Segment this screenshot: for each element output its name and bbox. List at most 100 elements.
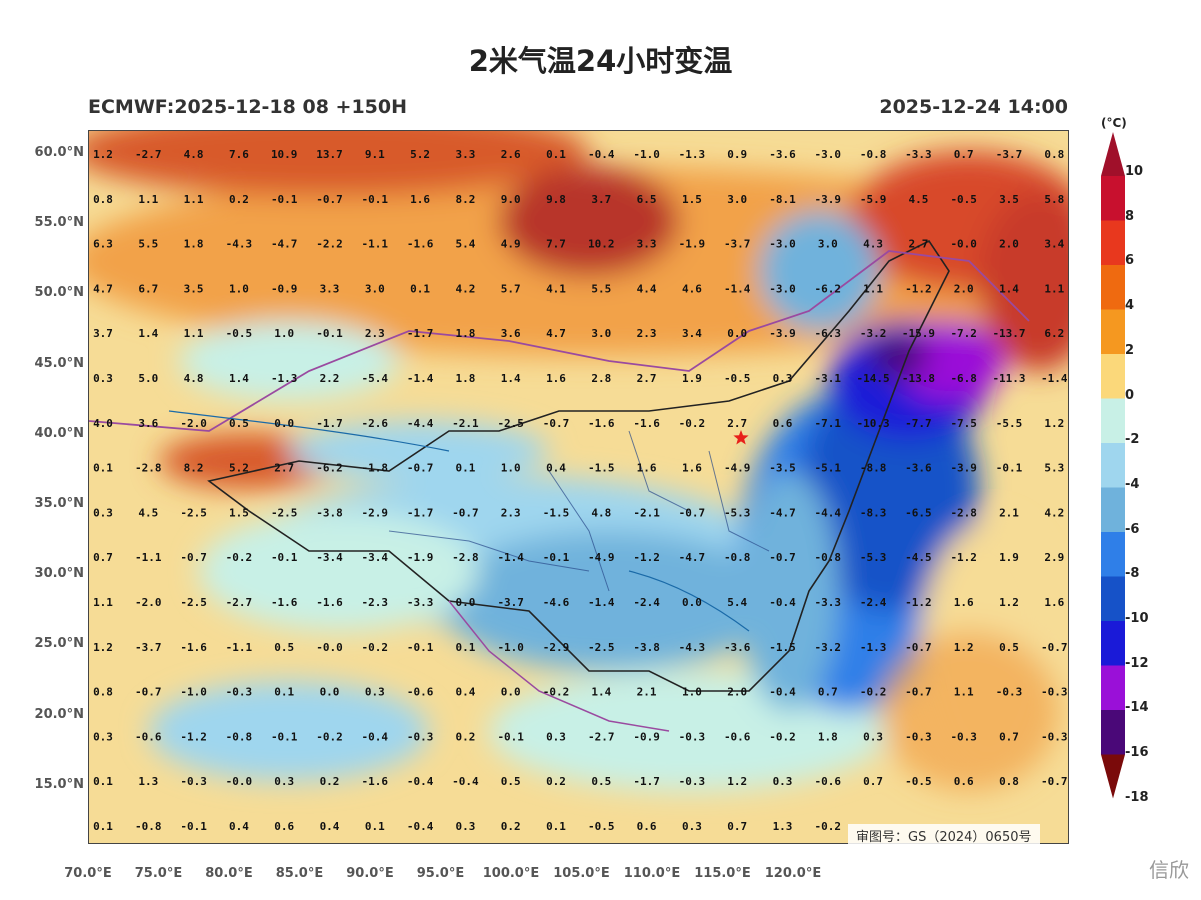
grid-value: -0.7 xyxy=(407,462,434,475)
grid-value: -2.7 xyxy=(226,596,253,609)
grid-value: -0.3 xyxy=(180,775,207,788)
grid-value: -2.1 xyxy=(633,506,660,519)
grid-value: 0.2 xyxy=(546,775,566,788)
grid-value: -1.1 xyxy=(226,641,253,654)
grid-value: -2.8 xyxy=(135,462,162,475)
grid-value: 3.3 xyxy=(320,282,340,295)
grid-value: -1.2 xyxy=(633,551,660,564)
grid-value: 0.3 xyxy=(93,730,113,743)
grid-value: -4.9 xyxy=(724,462,751,475)
grid-value: 0.1 xyxy=(93,775,113,788)
grid-value: -0.3 xyxy=(226,686,253,699)
grid-value: 5.5 xyxy=(591,282,611,295)
grid-value: -0.7 xyxy=(1041,641,1068,654)
grid-value: 0.4 xyxy=(455,686,475,699)
grid-value: -1.5 xyxy=(543,506,570,519)
grid-value: 0.6 xyxy=(954,775,974,788)
grid-value: 0.5 xyxy=(591,775,611,788)
grid-value: -0.8 xyxy=(226,730,253,743)
grid-value: -5.3 xyxy=(724,506,751,519)
latitude-label: 55.0°N xyxy=(34,215,84,231)
longitude-label: 110.0°E xyxy=(623,866,681,881)
grid-value: -7.2 xyxy=(950,327,977,340)
grid-value: 0.3 xyxy=(93,372,113,385)
grid-value: 3.5 xyxy=(999,193,1019,206)
grid-value: 1.2 xyxy=(1044,417,1064,430)
grid-value: -3.9 xyxy=(950,462,977,475)
grid-value: -4.3 xyxy=(679,641,706,654)
grid-value: 3.6 xyxy=(138,417,158,430)
grid-value: 1.3 xyxy=(773,820,793,833)
grid-value: -4.7 xyxy=(271,238,298,251)
grid-value: 5.8 xyxy=(1044,193,1064,206)
grid-value: -3.7 xyxy=(135,641,162,654)
model-run-label: ECMWF:2025-12-18 08 +150H xyxy=(88,96,408,118)
rivers xyxy=(168,410,750,632)
longitude-label: 85.0°E xyxy=(275,866,324,881)
grid-value: -0.4 xyxy=(588,148,615,161)
grid-value: 2.7 xyxy=(727,417,747,430)
grid-value: -1.0 xyxy=(497,641,524,654)
grid-value: -0.8 xyxy=(724,551,751,564)
longitude-label: 120.0°E xyxy=(764,866,822,881)
colorbar-label: -18 xyxy=(1125,789,1149,805)
colorbar-segment xyxy=(1101,443,1125,488)
grid-value: 5.2 xyxy=(410,148,430,161)
grid-value: -3.0 xyxy=(769,282,796,295)
latitude-label: 40.0°N xyxy=(34,425,84,441)
grid-value: -1.5 xyxy=(588,462,615,475)
grid-value: -1.4 xyxy=(1041,372,1068,385)
grid-value: 2.0 xyxy=(727,686,747,699)
grid-value: -7.1 xyxy=(815,417,842,430)
colorbar-label: 10 xyxy=(1125,164,1144,179)
colorbar-label: 0 xyxy=(1125,387,1135,403)
grid-value: 1.1 xyxy=(93,596,113,609)
colorbar-label: -12 xyxy=(1125,655,1149,671)
grid-value: -0.1 xyxy=(271,730,298,743)
latitude-label: 25.0°N xyxy=(34,636,84,652)
grid-value: -1.1 xyxy=(362,238,389,251)
grid-value: -2.8 xyxy=(452,551,479,564)
grid-value: 9.1 xyxy=(365,148,385,161)
grid-value: -0.3 xyxy=(1041,730,1068,743)
grid-value: -0.7 xyxy=(135,686,162,699)
grid-value: 4.6 xyxy=(682,282,702,295)
grid-value: 1.0 xyxy=(274,327,294,340)
star-icon xyxy=(733,430,749,445)
grid-value: -0.1 xyxy=(497,730,524,743)
grid-value: -1.2 xyxy=(905,282,932,295)
grid-value: -0.2 xyxy=(679,417,706,430)
grid-value: 4.7 xyxy=(546,327,566,340)
grid-value: -0.8 xyxy=(135,820,162,833)
province-lines xyxy=(388,430,770,592)
map-canvas: 1.2 -2.7 4.8 7.6 10.9 13.7 9.1 5.2 3.3 2.6 0.1 -0.4… xyxy=(89,131,1068,843)
grid-value: 0.7 xyxy=(93,551,113,564)
grid-value: 0.1 xyxy=(93,820,113,833)
grid-value: -2.5 xyxy=(588,641,615,654)
grid-value: 1.8 xyxy=(818,730,838,743)
grid-value: -5.3 xyxy=(860,551,887,564)
grid-value: 0.3 xyxy=(863,730,883,743)
grid-value: -4.9 xyxy=(588,551,615,564)
longitude-label: 95.0°E xyxy=(416,866,465,881)
grid-value: 4.7 xyxy=(93,282,113,295)
grid-value: -1.0 xyxy=(633,148,660,161)
grid-value: 0.3 xyxy=(93,506,113,519)
grid-value: -0.3 xyxy=(950,730,977,743)
grid-value: 0.8 xyxy=(93,193,113,206)
grid-value: 2.1 xyxy=(637,686,657,699)
colorbar-segment xyxy=(1101,132,1125,176)
grid-value: 3.0 xyxy=(818,238,838,251)
grid-value: 4.9 xyxy=(501,238,521,251)
grid-value: -0.3 xyxy=(679,730,706,743)
grid-value: -3.3 xyxy=(407,596,434,609)
grid-value: -0.3 xyxy=(407,730,434,743)
temperature-field xyxy=(89,131,1068,791)
grid-value: 0.5 xyxy=(274,641,294,654)
grid-value: 1.9 xyxy=(682,372,702,385)
latitude-label: 15.0°N xyxy=(34,776,84,792)
grid-value: -4.7 xyxy=(769,506,796,519)
map-approval-number: 审图号：GS（2024）0650号 xyxy=(848,824,1040,847)
grid-value: 1.0 xyxy=(501,462,521,475)
grid-value: -0.7 xyxy=(316,193,343,206)
